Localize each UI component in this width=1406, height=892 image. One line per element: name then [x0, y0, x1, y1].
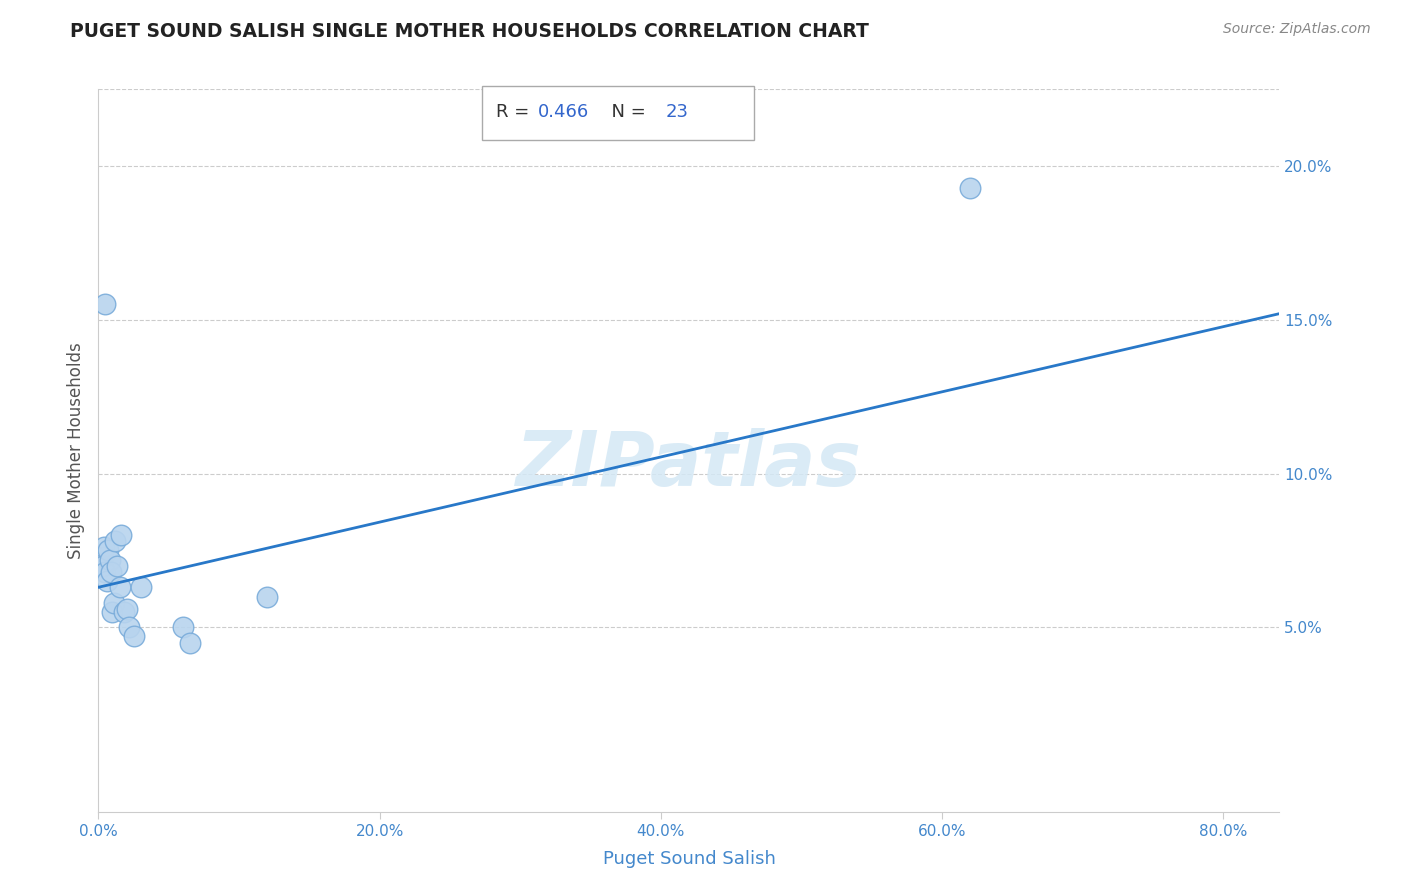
FancyBboxPatch shape [482, 86, 754, 140]
Point [98, 552, 121, 566]
Point [959, 180, 981, 194]
Point [115, 602, 138, 616]
Text: 23: 23 [665, 103, 689, 121]
Point [94, 297, 117, 311]
Text: R =: R = [496, 103, 536, 121]
Point [91, 558, 114, 573]
X-axis label: Puget Sound Salish: Puget Sound Salish [603, 850, 775, 868]
Point [256, 590, 278, 604]
Point [172, 620, 194, 634]
Point [105, 558, 128, 573]
Point [96, 574, 118, 588]
Text: Source: ZipAtlas.com: Source: ZipAtlas.com [1223, 22, 1371, 37]
Point [129, 580, 152, 594]
Point [91, 549, 114, 564]
Point [103, 596, 125, 610]
Point [100, 565, 122, 579]
Text: N =: N = [600, 103, 652, 121]
Point [108, 580, 131, 594]
Point [110, 528, 132, 542]
Point [97, 543, 120, 558]
Point [94, 565, 117, 579]
Point [104, 534, 127, 549]
Point [122, 630, 145, 644]
Text: 0.466: 0.466 [537, 103, 589, 121]
Point [93, 541, 115, 555]
Text: ZIPatlas: ZIPatlas [516, 428, 862, 502]
Text: PUGET SOUND SALISH SINGLE MOTHER HOUSEHOLDS CORRELATION CHART: PUGET SOUND SALISH SINGLE MOTHER HOUSEHO… [70, 22, 869, 41]
Point [179, 635, 201, 649]
Point [101, 605, 124, 619]
Y-axis label: Single Mother Households: Single Mother Households [66, 343, 84, 558]
Point [118, 620, 141, 634]
Point [112, 605, 135, 619]
